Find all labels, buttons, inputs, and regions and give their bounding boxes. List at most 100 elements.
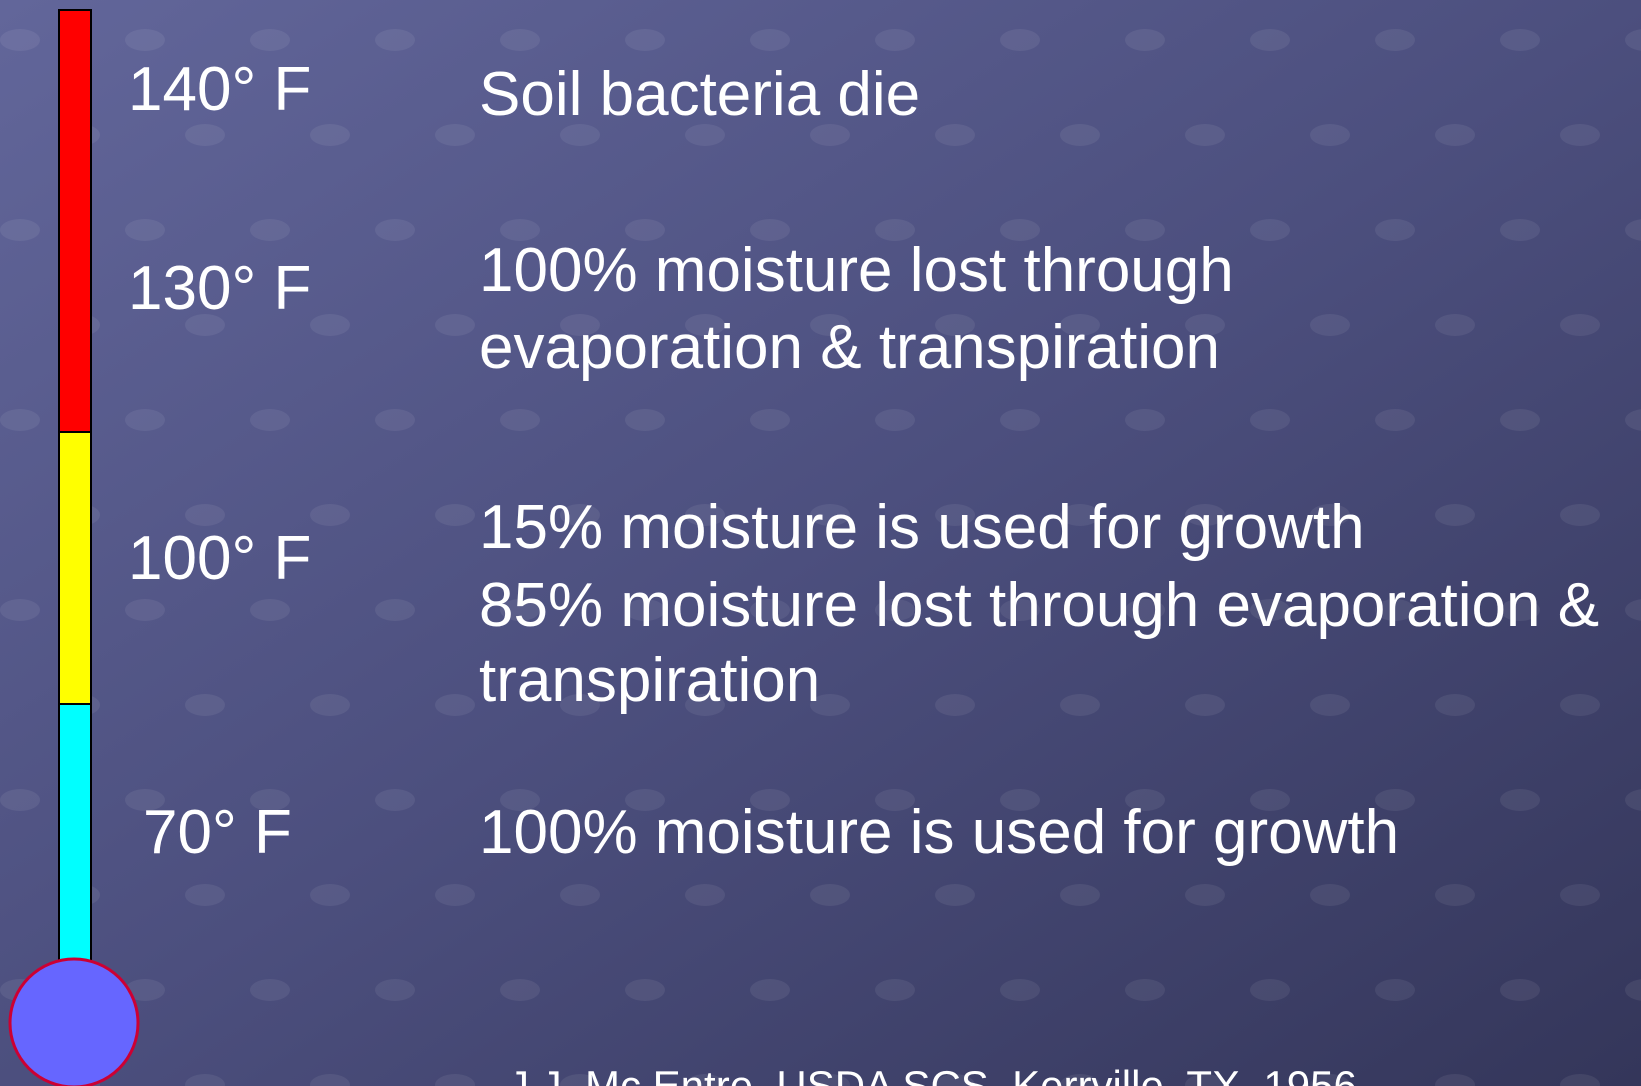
pattern-dot [375, 29, 415, 51]
pattern-dot [1310, 1074, 1350, 1086]
pattern-dot [310, 314, 350, 336]
pattern-dot [1625, 29, 1641, 51]
pattern-dot [810, 694, 850, 716]
pattern-dot [125, 409, 165, 431]
pattern-dot [500, 219, 540, 241]
pattern-dot [1310, 694, 1350, 716]
pattern-dot [875, 219, 915, 241]
pattern-dot [435, 504, 475, 526]
description-line: evaporation & transpiration [479, 313, 1220, 382]
pattern-dot [1375, 219, 1415, 241]
pattern-dot [560, 314, 600, 336]
pattern-dot [375, 409, 415, 431]
pattern-dot [1435, 124, 1475, 146]
pattern-dot [560, 694, 600, 716]
pattern-dot [185, 124, 225, 146]
pattern-dot [625, 789, 665, 811]
pattern-dot [1375, 409, 1415, 431]
pattern-dot [1560, 124, 1600, 146]
pattern-dot [750, 599, 790, 621]
pattern-dot [1060, 124, 1100, 146]
pattern-dot [435, 694, 475, 716]
pattern-dot [375, 599, 415, 621]
pattern-dot [125, 979, 165, 1001]
description-line: 100% moisture lost through [479, 236, 1234, 305]
pattern-dot [1310, 504, 1350, 526]
pattern-dot [560, 124, 600, 146]
pattern-dot [1185, 1074, 1225, 1086]
pattern-dot [310, 884, 350, 906]
pattern-dot [1125, 219, 1165, 241]
pattern-dot [560, 1074, 600, 1086]
pattern-dot [875, 789, 915, 811]
pattern-dot [1250, 789, 1290, 811]
pattern-dot [560, 884, 600, 906]
pattern-dot [375, 979, 415, 1001]
description-line: transpiration [479, 646, 820, 715]
pattern-dot [1250, 409, 1290, 431]
pattern-dot [1250, 979, 1290, 1001]
pattern-dot [750, 219, 790, 241]
pattern-dot [935, 694, 975, 716]
pattern-dot [1185, 314, 1225, 336]
pattern-dot [310, 1074, 350, 1086]
content: 140° F Soil bacteria die 130° F 100% moistu… [128, 55, 1599, 1086]
pattern-dot [1250, 219, 1290, 241]
description-line: Soil bacteria die [479, 60, 920, 129]
description-line: 85% moisture lost through evaporation & [479, 571, 1599, 640]
pattern-dot [750, 409, 790, 431]
pattern-dot [685, 124, 725, 146]
pattern-dot [1000, 29, 1040, 51]
pattern-dot [375, 789, 415, 811]
pattern-dot [500, 979, 540, 1001]
pattern-dot [750, 979, 790, 1001]
pattern-dot [1560, 694, 1600, 716]
pattern-dot [500, 409, 540, 431]
temperature-label: 130° F [128, 254, 311, 323]
pattern-dot [1560, 884, 1600, 906]
pattern-dot [1375, 599, 1415, 621]
pattern-dot [1435, 504, 1475, 526]
pattern-dot [1435, 694, 1475, 716]
pattern-dot [1125, 29, 1165, 51]
pattern-dot [560, 504, 600, 526]
pattern-dot [500, 599, 540, 621]
pattern-dot [1500, 599, 1540, 621]
background-pattern [0, 29, 1641, 1086]
pattern-dot [1500, 29, 1540, 51]
pattern-dot [1060, 314, 1100, 336]
pattern-dot [685, 314, 725, 336]
pattern-dot [625, 599, 665, 621]
description-line: 100% moisture is used for growth [479, 798, 1399, 867]
pattern-dot [1125, 979, 1165, 1001]
pattern-dot [250, 979, 290, 1001]
pattern-dot [1185, 124, 1225, 146]
pattern-dot [1435, 314, 1475, 336]
pattern-dot [310, 694, 350, 716]
pattern-dot [0, 219, 40, 241]
pattern-dot [1125, 789, 1165, 811]
pattern-dot [1185, 884, 1225, 906]
pattern-dot [1125, 409, 1165, 431]
pattern-dot [310, 124, 350, 146]
pattern-dot [685, 504, 725, 526]
pattern-dot [935, 124, 975, 146]
description-line: 15% moisture is used for growth [479, 493, 1365, 562]
pattern-dot [185, 1074, 225, 1086]
pattern-dot [250, 789, 290, 811]
pattern-dot [810, 504, 850, 526]
pattern-dot [250, 409, 290, 431]
thermometer-red [58, 9, 92, 433]
pattern-dot [1000, 789, 1040, 811]
pattern-dot [1560, 1074, 1600, 1086]
pattern-dot [1500, 219, 1540, 241]
pattern-dot [1125, 599, 1165, 621]
thermometer-cyan [58, 703, 92, 962]
pattern-dot [1435, 884, 1475, 906]
pattern-dot [0, 409, 40, 431]
pattern-dot [1000, 599, 1040, 621]
pattern-dot [750, 29, 790, 51]
pattern-dot [1250, 29, 1290, 51]
pattern-dot [125, 29, 165, 51]
